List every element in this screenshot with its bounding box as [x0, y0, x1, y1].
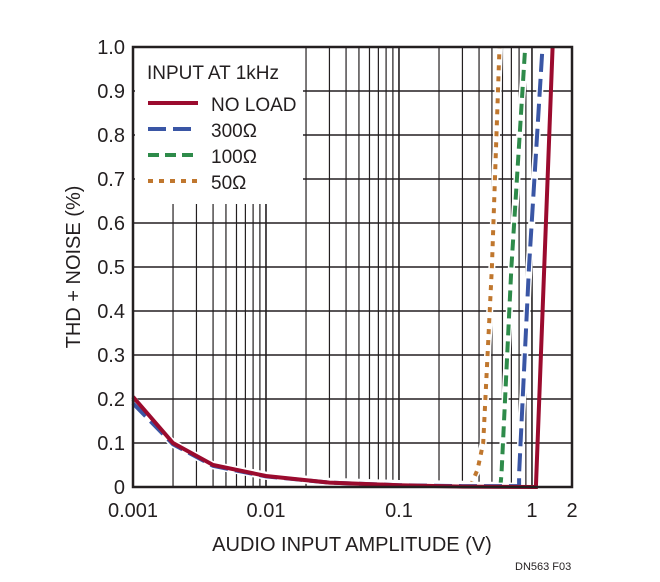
figure-id: DN563 F03: [515, 561, 571, 573]
plot-frame: [131, 45, 574, 489]
tick-labels: 0 0.1 0.2 0.3 0.4 0.5 0.6 0.7 0.8 0.9 1.0 0.001 0.01…: [97, 37, 577, 522]
legend-background: [135, 48, 303, 204]
y-tick-label: 0: [114, 477, 125, 499]
x-axis-label: AUDIO INPUT AMPLITUDE (V): [212, 534, 492, 556]
legend-title: INPUT AT 1kHz: [147, 63, 279, 84]
legend-label: NO LOAD: [211, 95, 297, 116]
y-tick-label: 1.0: [97, 37, 125, 59]
y-tick-label: 0.9: [97, 81, 125, 103]
x-tick-label: 0.1: [385, 500, 413, 522]
x-tick-label: 0.01: [247, 500, 286, 522]
y-tick-label: 0.8: [97, 125, 125, 147]
y-tick-label: 0.2: [97, 389, 125, 411]
legend-label: 50Ω: [211, 173, 246, 194]
y-tick-label: 0.7: [97, 169, 125, 191]
y-tick-label: 0.5: [97, 257, 125, 279]
legend-label: 300Ω: [211, 121, 257, 142]
y-tick-label: 0.6: [97, 213, 125, 235]
legend: INPUT AT 1kHz NO LOAD 300Ω 100Ω 50Ω: [147, 63, 297, 194]
y-tick-label: 0.4: [97, 301, 125, 323]
x-tick-label: 2: [566, 500, 577, 522]
legend-label: 100Ω: [211, 147, 257, 168]
y-tick-label: 0.1: [97, 433, 125, 455]
x-tick-label: 0.001: [108, 500, 158, 522]
y-axis-label: THD + NOISE (%): [63, 186, 85, 349]
x-tick-label: 1: [526, 500, 537, 522]
y-tick-label: 0.3: [97, 345, 125, 367]
